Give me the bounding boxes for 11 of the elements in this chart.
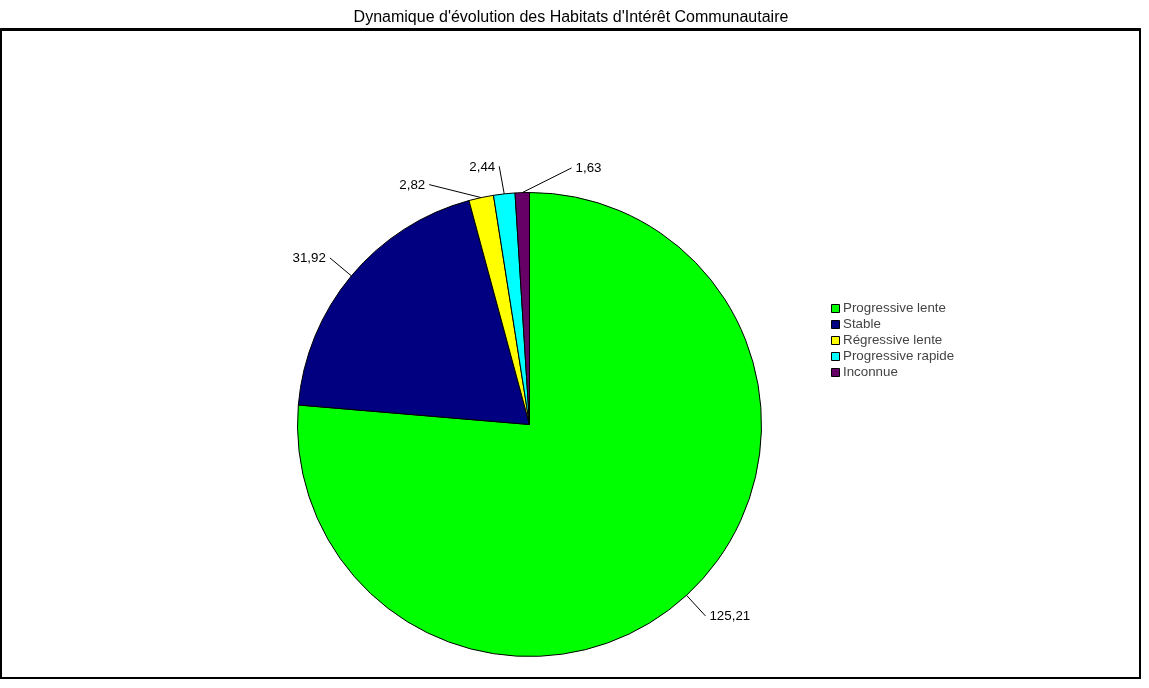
data-label: 31,92 bbox=[292, 250, 326, 266]
data-label: 2,44 bbox=[469, 158, 496, 174]
data-label: 125,21 bbox=[709, 608, 751, 624]
legend-label: Progressive rapide bbox=[843, 348, 955, 363]
legend-label: Progressive lente bbox=[843, 300, 946, 315]
legend-label: Inconnue bbox=[843, 364, 898, 379]
data-label: 1,63 bbox=[575, 160, 602, 176]
chart-title: Dynamique d'évolution des Habitats d'Intérêt Communautaire bbox=[353, 7, 789, 25]
legend-label: Régressive lente bbox=[843, 332, 943, 347]
data-label: 2,82 bbox=[399, 177, 426, 193]
legend-label: Stable bbox=[843, 316, 881, 331]
